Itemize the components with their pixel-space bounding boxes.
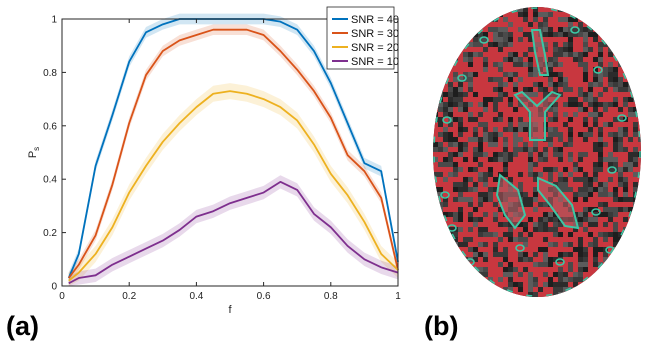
x-tick-label: 1	[395, 291, 401, 302]
line-series-2	[68, 28, 399, 279]
axes-frame	[61, 18, 399, 287]
legend: SNR = 40 SNR = 30 SNR = 20 SNR = 10	[326, 6, 399, 70]
x-tick-label: 0.6	[257, 291, 271, 302]
brain-segmentation-image	[433, 7, 641, 297]
y-axis-label-subscript: s	[32, 147, 41, 151]
legend-entry: SNR = 20	[351, 42, 399, 54]
band-series-4	[68, 175, 398, 286]
x-tick-label: 0.2	[122, 291, 136, 302]
y-tick-label: 0.6	[43, 121, 57, 132]
y-tick-label: 1	[51, 15, 57, 26]
legend-entry: SNR = 30	[351, 28, 399, 40]
legend-entry: SNR = 40	[351, 14, 399, 26]
y-axis-label-main: P	[27, 151, 39, 158]
y-tick-label: 0.2	[43, 228, 57, 239]
x-tick-label: 0.4	[189, 291, 203, 302]
legend-box	[326, 6, 395, 70]
line-series-4	[68, 180, 399, 285]
brain-tissue-map	[433, 7, 641, 297]
x-tick-label: 0	[59, 291, 65, 302]
axis-ticks: 0 0.2 0.4 0.6 0.8 1 0 0.2 0.4 0.6 0.8 1	[43, 15, 401, 303]
band-series-2	[68, 24, 398, 284]
y-tick-label: 0	[51, 282, 57, 293]
panel-label-a: (a)	[6, 311, 39, 341]
legend-entry: SNR = 10	[351, 56, 399, 68]
y-axis-label: Ps	[27, 147, 41, 158]
y-tick-label: 0.4	[43, 175, 57, 186]
panel-label-b: (b)	[424, 311, 458, 341]
x-axis-label: f	[228, 304, 232, 316]
brain-outlined-structures	[433, 7, 641, 297]
line-chart: 0 0.2 0.4 0.6 0.8 1 0 0.2 0.4 0.6 0.8 1 f Ps SNR = …	[27, 6, 401, 316]
y-tick-label: 0.8	[43, 68, 57, 79]
line-series-3	[68, 90, 399, 282]
x-tick-label: 0.8	[324, 291, 338, 302]
